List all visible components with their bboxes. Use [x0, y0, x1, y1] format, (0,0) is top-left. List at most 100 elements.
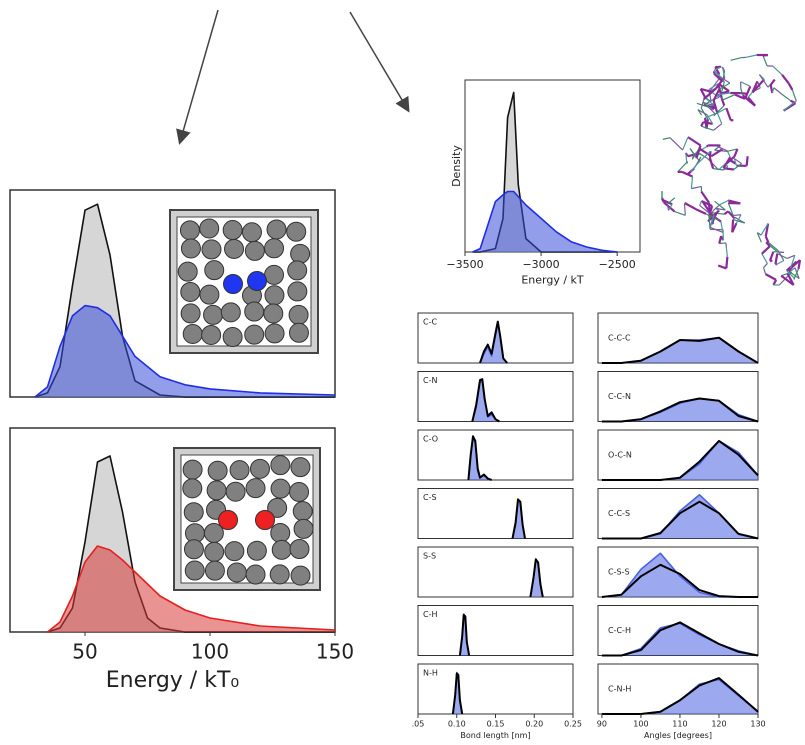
bond	[720, 221, 724, 233]
bond	[723, 210, 729, 216]
bond	[713, 123, 723, 131]
panel-label: S-S	[423, 552, 436, 561]
particle	[290, 565, 311, 586]
bond	[714, 66, 721, 75]
bond	[700, 191, 710, 204]
area-line	[458, 614, 471, 656]
bond	[677, 161, 689, 173]
bond	[760, 223, 769, 236]
bond	[717, 145, 729, 152]
area-line	[601, 563, 758, 598]
bond	[708, 151, 712, 159]
particle	[264, 238, 285, 259]
bond	[762, 55, 768, 67]
bond	[687, 136, 702, 147]
bond	[740, 81, 751, 87]
plot-frame	[417, 429, 574, 481]
bond	[720, 97, 726, 106]
particle	[199, 218, 220, 239]
particle	[226, 562, 247, 583]
area-fill	[480, 323, 508, 363]
plot-frame	[417, 605, 574, 656]
bond	[717, 92, 731, 96]
inset-box	[176, 216, 312, 347]
bond	[727, 148, 738, 152]
x-tick-label: .05	[412, 720, 425, 729]
particle	[264, 323, 285, 344]
x-axis-label: Energy / kT	[521, 273, 584, 286]
area-line	[479, 320, 508, 364]
bond	[727, 210, 736, 220]
bond	[776, 260, 785, 265]
particle	[179, 220, 200, 241]
bond	[700, 87, 712, 94]
bond	[717, 264, 727, 270]
area-fill	[601, 553, 758, 597]
panel-label: C-C-N	[608, 392, 631, 401]
bond	[667, 197, 676, 205]
bond	[697, 109, 708, 116]
x-tick-label: 130	[750, 720, 765, 729]
bond	[783, 100, 797, 112]
bond	[712, 168, 724, 171]
area-fill	[601, 398, 758, 422]
bond	[768, 251, 775, 262]
area-fill	[468, 436, 492, 480]
particle	[224, 238, 245, 259]
particle	[266, 219, 287, 240]
particle	[245, 564, 266, 585]
bond	[690, 160, 701, 173]
area-line	[529, 558, 544, 598]
bond	[703, 87, 717, 100]
particle	[293, 518, 314, 539]
bond	[684, 202, 697, 211]
bond	[747, 91, 754, 98]
bond	[714, 200, 726, 211]
particle	[203, 304, 224, 325]
bond	[708, 83, 719, 90]
bond	[701, 125, 714, 131]
insets	[169, 209, 321, 591]
area-line	[601, 397, 759, 423]
particle	[222, 327, 243, 348]
particle	[289, 539, 310, 560]
bond	[683, 203, 686, 216]
bond	[733, 214, 742, 217]
particle	[292, 501, 313, 522]
bond	[708, 106, 716, 115]
area-line	[472, 190, 618, 253]
particle-highlight	[247, 271, 267, 291]
bond	[689, 148, 697, 159]
bond	[700, 199, 713, 208]
particle	[270, 478, 291, 499]
bond	[763, 263, 768, 268]
bond	[695, 145, 702, 159]
bond	[745, 156, 749, 166]
bond	[731, 222, 738, 233]
area-line	[34, 304, 336, 398]
particle	[224, 541, 245, 562]
bond	[723, 166, 729, 171]
bond	[713, 70, 723, 79]
particle	[287, 281, 308, 302]
particle	[288, 322, 309, 343]
bond	[708, 157, 715, 169]
particle	[271, 539, 292, 560]
bond	[751, 78, 766, 94]
bond	[786, 254, 796, 260]
particle	[264, 264, 285, 285]
particle	[288, 304, 309, 325]
area-line	[601, 439, 759, 481]
area-fill	[601, 494, 758, 539]
bond	[725, 163, 729, 167]
bond	[781, 74, 790, 85]
area-line	[601, 500, 759, 540]
bond	[733, 158, 738, 166]
bond	[713, 105, 725, 117]
x-tick-label: −3500	[446, 258, 483, 271]
bond	[727, 202, 734, 216]
x-tick-label: 0.20	[525, 720, 543, 729]
bond	[774, 253, 779, 265]
bond	[686, 170, 692, 176]
